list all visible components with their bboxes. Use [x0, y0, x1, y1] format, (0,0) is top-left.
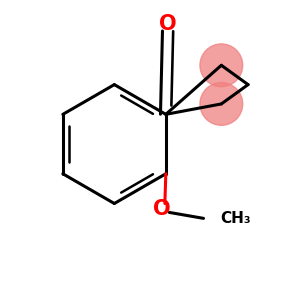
Text: O: O [159, 14, 177, 34]
Circle shape [200, 44, 243, 87]
Circle shape [200, 82, 243, 125]
Text: O: O [153, 200, 171, 219]
Text: CH₃: CH₃ [220, 211, 250, 226]
